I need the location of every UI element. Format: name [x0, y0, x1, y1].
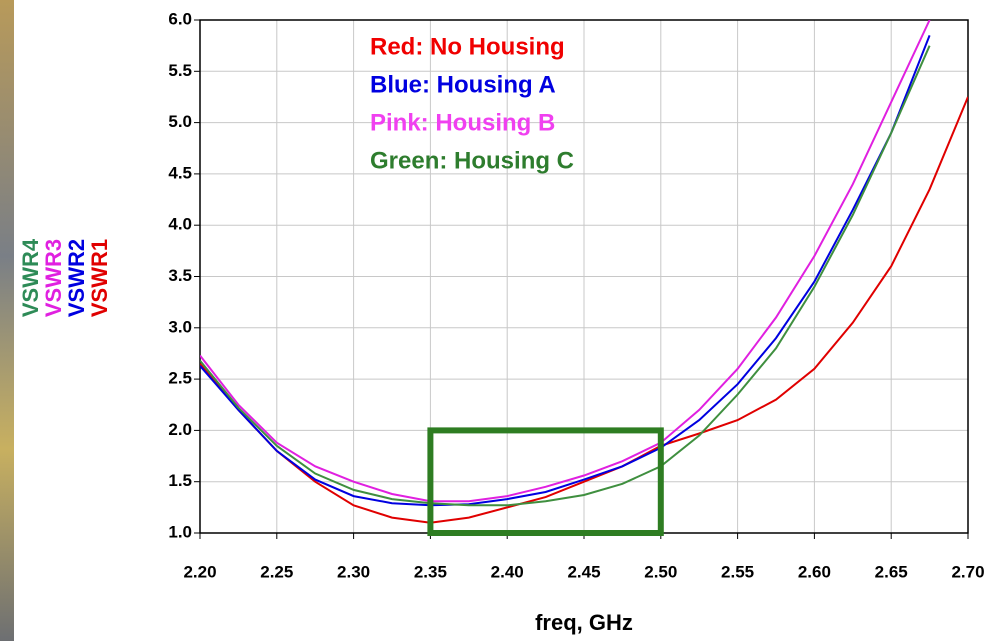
x-tick-label: 2.70 [951, 562, 984, 581]
y-tick-label: 4.0 [168, 215, 192, 234]
series-line [200, 46, 930, 506]
x-tick-label: 2.25 [260, 562, 293, 581]
y-tick-label: 4.5 [168, 163, 192, 182]
y-tick-label: 3.0 [168, 317, 192, 336]
x-tick-label: 2.45 [567, 562, 600, 581]
x-tick-label: 2.60 [798, 562, 831, 581]
y-tick-label: 2.0 [168, 420, 192, 439]
legend-label: VSWR2 [64, 239, 89, 317]
y-tick-label: 5.5 [168, 61, 192, 80]
x-tick-label: 2.30 [337, 562, 370, 581]
annotation: Red: No Housing [370, 33, 565, 60]
legend-label: VSWR3 [41, 239, 66, 317]
x-tick-label: 2.20 [183, 562, 216, 581]
x-tick-label: 2.55 [721, 562, 754, 581]
series-line [200, 35, 930, 505]
y-tick-label: 1.0 [168, 522, 192, 541]
x-tick-label: 2.40 [491, 562, 524, 581]
x-axis-label: freq, GHz [535, 610, 633, 635]
y-tick-label: 3.5 [168, 266, 192, 285]
y-tick-label: 5.0 [168, 112, 192, 131]
x-tick-label: 2.50 [644, 562, 677, 581]
y-tick-label: 6.0 [168, 9, 192, 28]
chart: freq, GHz 1.0 1.5 2.0 2.5 3.0 3.5 4.0 4.5 5.0 5.5… [0, 0, 1005, 641]
y-tick-label: 1.5 [168, 471, 192, 490]
legend-label: VSWR4 [18, 238, 43, 317]
annotation: Green: Housing C [370, 147, 574, 174]
x-tick-label: 2.65 [875, 562, 908, 581]
y-tick-label: 2.5 [168, 369, 192, 388]
annotation: Blue: Housing A [370, 71, 556, 98]
photo-strip [0, 0, 14, 641]
annotation: Pink: Housing B [370, 109, 555, 136]
legend-label: VSWR1 [87, 239, 112, 317]
x-tick-label: 2.35 [414, 562, 447, 581]
